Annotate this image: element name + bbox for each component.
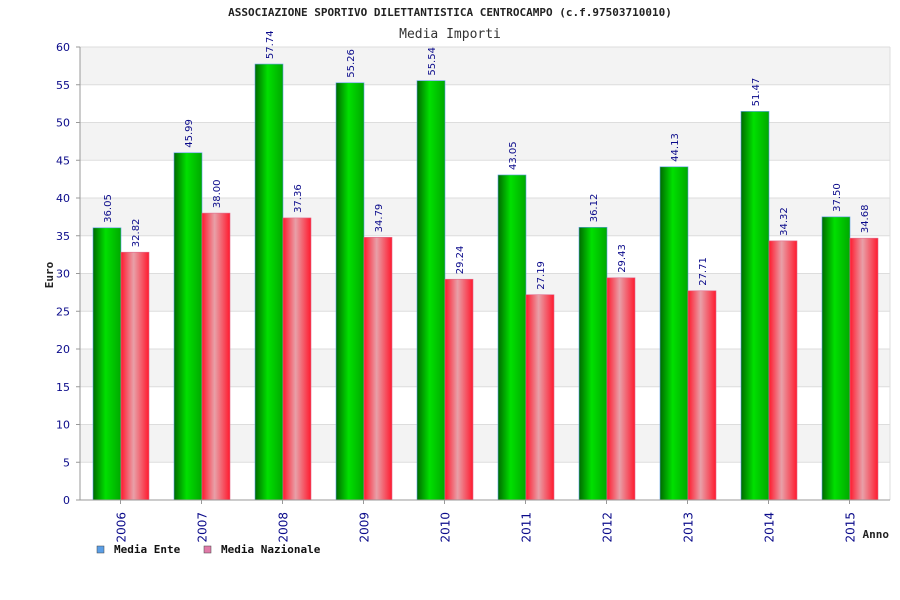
bar-media-nazionale-2014 xyxy=(768,240,798,501)
bar-media-nazionale-2006 xyxy=(120,251,150,501)
data-label-media-nazionale-2013: 27.71 xyxy=(698,257,709,286)
bar-media-ente-2014 xyxy=(740,111,770,501)
data-label-media-ente-2006: 36.05 xyxy=(103,194,114,223)
y-tick-label: 55 xyxy=(56,79,70,92)
x-tick-label-2014: 2014 xyxy=(763,512,777,543)
x-tick-label-2009: 2009 xyxy=(358,512,372,543)
data-label-media-nazionale-2015: 34.68 xyxy=(860,205,871,234)
legend-swatch-media-ente xyxy=(96,545,105,554)
data-labels: 36.05 32.82 45.99 38.00 57.74 37.36 55.26 34.79… xyxy=(103,30,871,289)
bars xyxy=(92,63,879,501)
y-tick-label: 40 xyxy=(56,192,70,205)
y-axis-label: Euro xyxy=(43,261,56,288)
data-label-media-nazionale-2006: 32.82 xyxy=(131,219,142,248)
data-label-media-ente-2009: 55.26 xyxy=(346,49,357,78)
y-axis-ticks: 0 5 10 15 20 25 30 35 40 45 50 55 60 xyxy=(56,41,80,507)
bar-media-nazionale-2012 xyxy=(606,277,636,501)
y-tick-label: 45 xyxy=(56,154,70,167)
bar-media-ente-2015 xyxy=(821,216,851,501)
chart-title: ASSOCIAZIONE SPORTIVO DILETTANTISTICA CE… xyxy=(228,6,672,19)
y-tick-label: 30 xyxy=(56,268,70,281)
y-tick-label: 10 xyxy=(56,419,70,432)
x-tick-label-2015: 2015 xyxy=(844,512,858,543)
bar-media-nazionale-2008 xyxy=(282,217,312,501)
bar-media-ente-2011 xyxy=(497,174,527,501)
bar-media-ente-2009 xyxy=(335,82,365,501)
x-tick-label-2012: 2012 xyxy=(601,512,615,543)
data-label-media-ente-2010: 55.54 xyxy=(427,47,438,76)
chart-subtitle: Media Importi xyxy=(399,27,501,42)
x-axis-label: Anno xyxy=(863,528,890,541)
data-label-media-nazionale-2011: 27.19 xyxy=(536,261,547,290)
y-tick-label: 50 xyxy=(56,117,70,130)
data-label-media-ente-2014: 51.47 xyxy=(751,78,762,107)
data-label-media-nazionale-2009: 34.79 xyxy=(374,204,385,233)
bar-media-nazionale-2007 xyxy=(201,212,231,501)
legend-label-media-nazionale: Media Nazionale xyxy=(221,543,321,556)
data-label-media-ente-2015: 37.50 xyxy=(832,183,843,212)
data-label-media-nazionale-2012: 29.43 xyxy=(617,244,628,273)
bar-media-ente-2013 xyxy=(659,166,689,501)
data-label-media-ente-2008: 57.74 xyxy=(265,30,276,59)
bar-media-nazionale-2009 xyxy=(363,237,393,501)
y-tick-label: 0 xyxy=(63,494,70,507)
x-tick-label-2008: 2008 xyxy=(277,512,291,543)
legend: Media Ente Media Nazionale xyxy=(96,543,321,556)
data-label-media-nazionale-2010: 29.24 xyxy=(455,246,466,275)
y-tick-label: 60 xyxy=(56,41,70,54)
x-tick-label-2007: 2007 xyxy=(196,512,210,543)
bar-media-ente-2006 xyxy=(92,227,122,501)
bar-media-nazionale-2013 xyxy=(687,290,717,501)
y-tick-label: 15 xyxy=(56,381,70,394)
x-tick-label-2010: 2010 xyxy=(439,512,453,543)
y-tick-label: 35 xyxy=(56,230,70,243)
y-tick-label: 5 xyxy=(63,456,70,469)
legend-swatch-media-nazionale xyxy=(203,545,212,554)
bar-media-ente-2008 xyxy=(254,63,284,501)
data-label-media-ente-2012: 36.12 xyxy=(589,194,600,223)
legend-label-media-ente: Media Ente xyxy=(114,543,181,556)
legend-item-media-ente: Media Ente xyxy=(96,543,181,556)
data-label-media-nazionale-2008: 37.36 xyxy=(293,184,304,213)
x-tick-label-2011: 2011 xyxy=(520,512,534,543)
legend-item-media-nazionale: Media Nazionale xyxy=(203,543,321,556)
data-label-media-nazionale-2014: 34.32 xyxy=(779,207,790,236)
bar-media-nazionale-2011 xyxy=(525,294,555,501)
bar-media-ente-2007 xyxy=(173,152,203,501)
x-tick-label-2006: 2006 xyxy=(115,512,129,543)
y-tick-label: 25 xyxy=(56,305,70,318)
y-tick-label: 20 xyxy=(56,343,70,356)
data-label-media-ente-2011: 43.05 xyxy=(508,141,519,170)
plot-band xyxy=(80,47,890,85)
x-tick-label-2013: 2013 xyxy=(682,512,696,543)
x-axis-ticks: 2006 2007 2008 2009 2010 2011 2012 2013 2014 2015 xyxy=(115,500,858,543)
bar-media-nazionale-2010 xyxy=(444,278,474,501)
bar-media-ente-2010 xyxy=(416,80,446,501)
data-label-media-ente-2007: 45.99 xyxy=(184,119,195,148)
data-label-media-nazionale-2007: 38.00 xyxy=(212,179,223,208)
bar-media-ente-2012 xyxy=(578,226,608,501)
data-label-media-ente-2013: 44.13 xyxy=(670,133,681,162)
bar-media-nazionale-2015 xyxy=(849,237,879,501)
